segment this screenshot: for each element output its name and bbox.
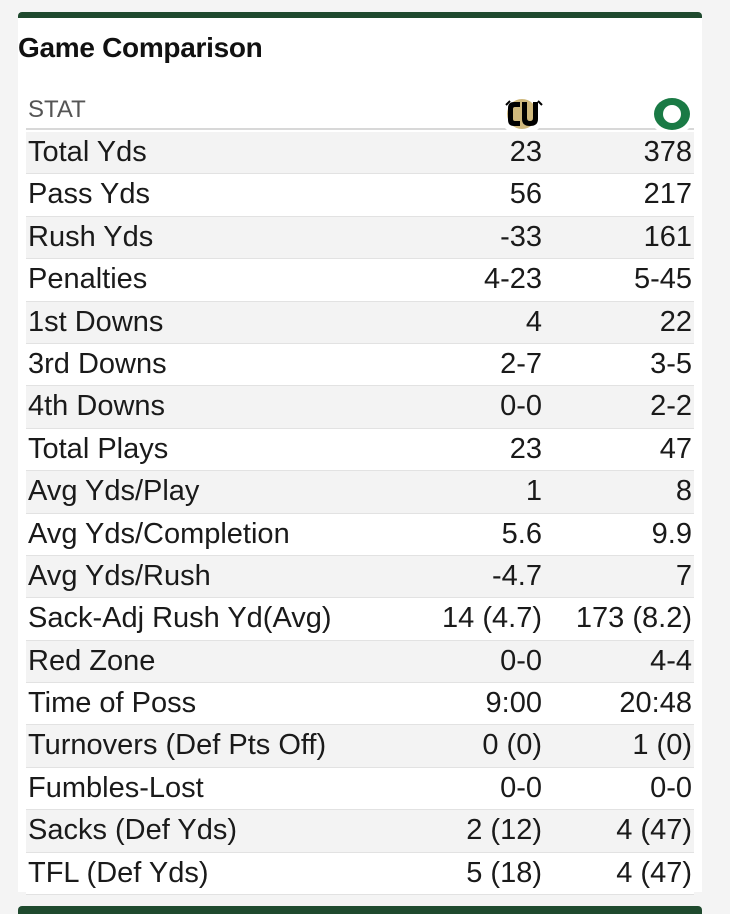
oregon-value: 9.9 — [651, 517, 692, 550]
stat-label: TFL (Def Yds) — [28, 856, 209, 889]
table-row: Rush Yds -33 161 — [26, 216, 694, 260]
stat-label: Pass Yds — [28, 178, 150, 211]
table-row: Pass Yds 56 217 — [26, 174, 694, 217]
table-row: Avg Yds/Completion 5.6 9.9 — [26, 513, 694, 556]
table-row: Sack-Adj Rush Yd(Avg) 14 (4.7) 173 (8.2) — [26, 598, 694, 641]
stat-label: Fumbles-Lost — [28, 771, 204, 804]
colorado-value: 23 — [509, 432, 542, 465]
oregon-value: 20:48 — [619, 687, 692, 720]
oregon-value: 22 — [659, 305, 692, 338]
table-row: Red Zone 0-0 4-4 — [26, 640, 694, 684]
table-row: TFL (Def Yds) 5 (18) 4 (47) — [26, 852, 694, 896]
colorado-value: 2 (12) — [466, 814, 542, 847]
table-row: Turnovers (Def Pts Off) 0 (0) 1 (0) — [26, 725, 694, 768]
table-row: 3rd Downs 2-7 3-5 — [26, 343, 694, 387]
table-row: Sacks (Def Yds) 2 (12) 4 (47) — [26, 810, 694, 853]
oregon-value: 1 (0) — [632, 729, 692, 762]
colorado-value: 5 (18) — [466, 856, 542, 889]
stat-label: 3rd Downs — [28, 347, 167, 380]
colorado-value: 0-0 — [500, 644, 542, 677]
table-header: STAT — [26, 88, 694, 136]
colorado-value: -33 — [500, 220, 542, 253]
oregon-value: 47 — [659, 432, 692, 465]
table-row: Fumbles-Lost 0-0 0-0 — [26, 767, 694, 811]
colorado-value: 1 — [525, 475, 542, 508]
oregon-value: 8 — [675, 475, 692, 508]
table-row: Total Plays 23 47 — [26, 428, 694, 472]
table-row: Total Yds 23 378 — [26, 132, 694, 175]
stat-label: Avg Yds/Completion — [28, 517, 290, 550]
oregon-value: 4 (47) — [616, 814, 692, 847]
stat-label: Total Plays — [28, 432, 169, 465]
colorado-value: 56 — [509, 178, 542, 211]
stat-label: Total Yds — [28, 136, 147, 168]
oregon-value: 0-0 — [650, 771, 692, 804]
game-comparison-card: Game Comparison STAT Total Yds 23 378 Pass … — [18, 12, 702, 896]
table-row: Penalties 4-23 5-45 — [26, 259, 694, 302]
stat-label: Turnovers (Def Pts Off) — [28, 729, 327, 762]
next-card-top-border — [18, 906, 702, 914]
stat-label: Avg Yds/Rush — [28, 559, 211, 592]
colorado-value: 14 (4.7) — [442, 602, 542, 635]
oregon-value: 4-4 — [650, 644, 692, 677]
stats-table: Total Yds 23 378 Pass Yds 56 217 Rush Yds -33 16… — [26, 132, 694, 896]
stat-label: 4th Downs — [28, 390, 166, 423]
colorado-value: 4-23 — [483, 263, 542, 296]
oregon-value: 4 (47) — [616, 856, 692, 889]
stat-label: Sacks (Def Yds) — [28, 814, 237, 847]
colorado-value: -4.7 — [492, 559, 542, 592]
oregon-value: 2-2 — [650, 390, 692, 423]
colorado-logo-icon — [500, 92, 544, 136]
table-row: 1st Downs 4 22 — [26, 301, 694, 344]
stat-label: Red Zone — [28, 644, 156, 677]
colorado-value: 0-0 — [500, 390, 542, 423]
stat-label: Penalties — [28, 263, 148, 296]
oregon-value: 378 — [643, 136, 692, 168]
oregon-value: 7 — [675, 559, 692, 592]
colorado-value: 0-0 — [500, 771, 542, 804]
stat-label: Sack-Adj Rush Yd(Avg) — [28, 602, 332, 635]
oregon-value: 5-45 — [633, 263, 692, 296]
table-row: Time of Poss 9:00 20:48 — [26, 683, 694, 726]
oregon-value: 161 — [643, 220, 692, 253]
oregon-value: 217 — [643, 178, 692, 211]
colorado-value: 5.6 — [501, 517, 542, 550]
oregon-value: 173 (8.2) — [575, 602, 692, 635]
stat-label: Time of Poss — [28, 687, 197, 720]
oregon-logo-icon — [650, 92, 694, 136]
table-row: Avg Yds/Rush -4.7 7 — [26, 555, 694, 599]
colorado-value: 23 — [509, 136, 542, 168]
colorado-value: 9:00 — [485, 687, 542, 720]
colorado-value: 2-7 — [500, 347, 542, 380]
stat-label: 1st Downs — [28, 305, 164, 338]
stat-label: Rush Yds — [28, 220, 154, 253]
colorado-value: 0 (0) — [482, 729, 542, 762]
oregon-value: 3-5 — [650, 347, 692, 380]
stat-column-header: STAT — [28, 96, 86, 123]
table-row: Avg Yds/Play 1 8 — [26, 471, 694, 514]
stat-label: Avg Yds/Play — [28, 475, 200, 508]
table-row: 4th Downs 0-0 2-2 — [26, 386, 694, 429]
colorado-value: 4 — [525, 305, 542, 338]
card-title: Game Comparison — [18, 32, 263, 63]
